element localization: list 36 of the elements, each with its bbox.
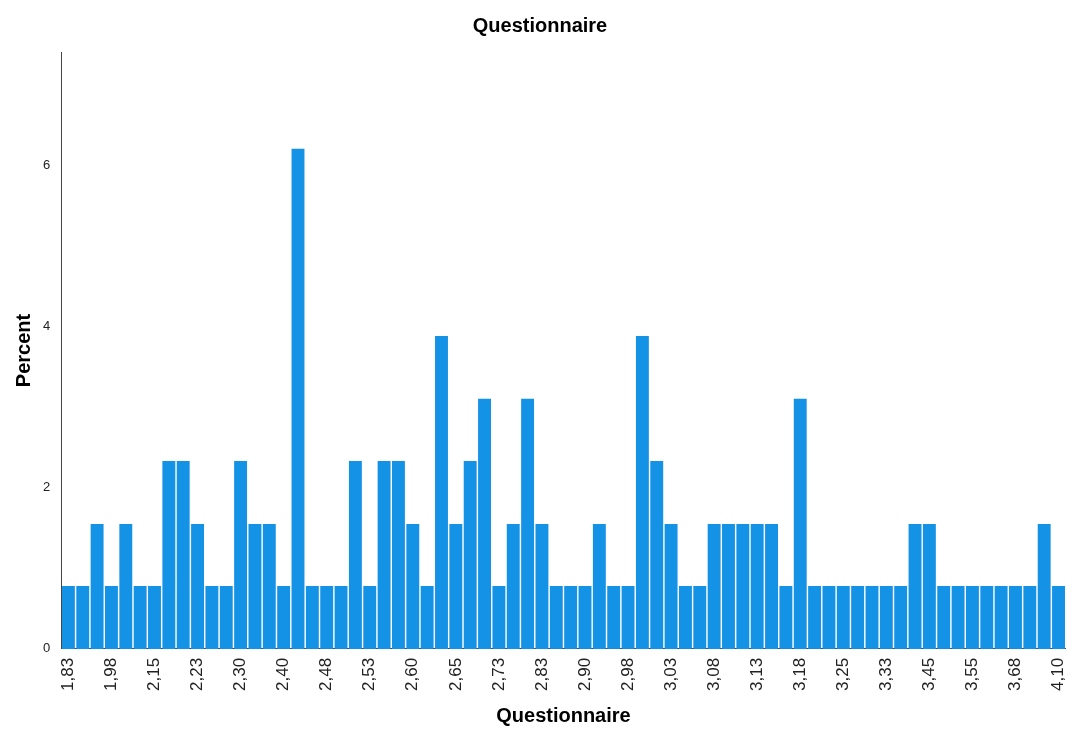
y-axis-title: Percent bbox=[11, 313, 34, 388]
x-tick-label: 3,45 bbox=[919, 657, 939, 692]
x-tick-label: 1,83 bbox=[58, 657, 78, 692]
x-tick-label: 2,23 bbox=[187, 657, 207, 692]
x-tick-label: 4,10 bbox=[1048, 657, 1068, 692]
y-tick-label: 6 bbox=[43, 156, 51, 172]
x-tick-label: 3,13 bbox=[746, 657, 766, 692]
x-tick-label: 3,68 bbox=[1005, 657, 1025, 692]
x-tick-label: 3,18 bbox=[789, 657, 809, 692]
bar bbox=[865, 586, 879, 649]
bar bbox=[578, 586, 592, 649]
bar bbox=[908, 523, 922, 649]
x-tick-label: 2,30 bbox=[230, 657, 250, 692]
x-tick-label: 3,55 bbox=[962, 657, 982, 692]
bar bbox=[291, 148, 305, 649]
x-tick-label: 2,98 bbox=[617, 657, 637, 692]
x-tick-label: 3,08 bbox=[703, 657, 723, 692]
chart-title: Questionnaire bbox=[472, 13, 608, 36]
x-axis-title: Questionnaire bbox=[496, 703, 631, 726]
x-tick-label: 2,73 bbox=[488, 657, 508, 692]
y-tick-label: 4 bbox=[43, 317, 51, 333]
x-tick-label: 2,53 bbox=[359, 657, 379, 692]
x-tick-label: 2,65 bbox=[445, 657, 465, 692]
x-tick-label: 1,98 bbox=[101, 657, 121, 692]
x-tick-label: 3,03 bbox=[660, 657, 680, 692]
x-tick-label: 2,15 bbox=[144, 657, 164, 692]
x-tick-label: 2,83 bbox=[531, 657, 551, 692]
x-tick-label: 2,48 bbox=[316, 657, 336, 692]
x-tick-label: 2,40 bbox=[273, 657, 293, 692]
y-tick-label: 2 bbox=[43, 479, 51, 495]
x-tick-label: 2,90 bbox=[574, 657, 594, 692]
bar bbox=[621, 586, 635, 649]
y-tick-label: 0 bbox=[43, 640, 51, 656]
x-tick-label: 3,25 bbox=[832, 657, 852, 692]
x-tick-label: 2,60 bbox=[402, 657, 422, 692]
x-tick-label: 3,33 bbox=[876, 657, 896, 692]
